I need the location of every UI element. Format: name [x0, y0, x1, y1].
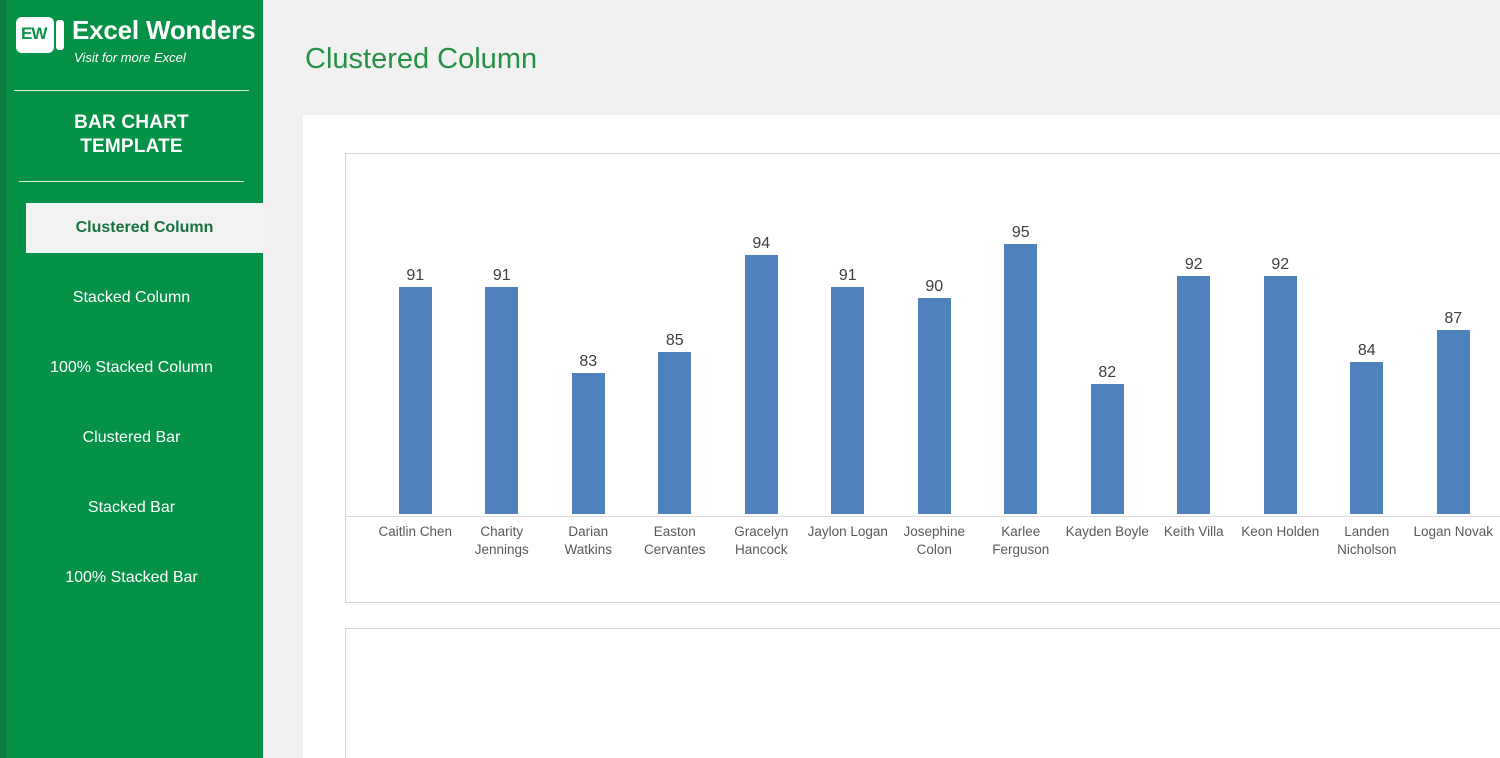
chart2-plot-area: 9196919983958586949291999094959782909296… — [346, 629, 1500, 758]
chart1-data-label: 92 — [1271, 256, 1290, 274]
chart1-category-label: Gracelyn Hancock — [734, 524, 789, 557]
chart1-data-label: 91 — [406, 267, 425, 285]
sidebar-item-100-stacked-bar[interactable]: 100% Stacked Bar — [0, 553, 263, 603]
logo-bar-shape — [56, 20, 64, 50]
brand-name: Excel Wonders — [72, 15, 256, 45]
sidebar-item-stacked-bar[interactable]: Stacked Bar — [0, 483, 263, 533]
panel-title-line2: TEMPLATE — [80, 136, 183, 157]
chart1-data-label: 94 — [752, 234, 771, 252]
sidebar-item-label: Stacked Column — [72, 289, 191, 306]
chart1-bar[interactable] — [917, 297, 951, 514]
sidebar-item-label: 100% Stacked Bar — [65, 569, 198, 586]
chart1-category-label: Josephine Colon — [903, 524, 966, 557]
chart1-bar[interactable] — [1263, 276, 1297, 514]
sidebar-item-clustered-column[interactable]: Clustered Column — [26, 203, 263, 253]
chart1-category-label: Caitlin Chen — [378, 524, 453, 539]
chart1-category-label: Charity Jennings — [474, 524, 529, 557]
chart1-category-label: Karlee Ferguson — [992, 524, 1050, 557]
excel-wonders-logo-icon: EW — [14, 15, 66, 55]
brand-divider — [14, 90, 249, 91]
chart1-category-label: Easton Cervantes — [643, 524, 706, 557]
logo-glyph: EW — [21, 24, 47, 43]
chart1-bar[interactable] — [571, 373, 605, 514]
chart1-bar[interactable] — [398, 287, 432, 514]
chart1-data-label: 82 — [1098, 364, 1117, 381]
sidebar-item-label: Stacked Bar — [87, 499, 176, 516]
chart1-category-label: Jaylon Logan — [807, 524, 888, 539]
chart1-bar[interactable] — [1350, 362, 1384, 514]
chart1-data-label: 95 — [1011, 224, 1030, 241]
chart1-bar[interactable] — [1004, 244, 1038, 514]
content-panel: 91 Caitlin Chen 91 Charity Jennings 83 Darian… — [303, 115, 1500, 758]
sidebar: EW Excel Wonders Visit for more Excel BA… — [0, 0, 263, 758]
clustered-column-chart-multi[interactable]: 9196919983958586949291999094959782909296… — [345, 628, 1500, 758]
brand: EW Excel Wonders Visit for more Excel — [0, 0, 263, 66]
clustered-column-chart-single[interactable]: 91 Caitlin Chen 91 Charity Jennings 83 Darian… — [345, 153, 1500, 603]
panel-title-line1: BAR CHART — [74, 112, 189, 133]
chart1-axis-line — [346, 516, 1500, 517]
brand-words: Excel Wonders Visit for more Excel — [66, 14, 256, 66]
chart1-bar[interactable] — [658, 351, 692, 514]
chart1-category-label: Keon Holden — [1241, 524, 1320, 539]
panel-divider — [19, 181, 244, 182]
chart1-data-label: 91 — [838, 267, 857, 285]
sidebar-item-label: Clustered Bar — [82, 429, 181, 446]
chart1-plot-area: 91 Caitlin Chen 91 Charity Jennings 83 Darian… — [346, 154, 1500, 602]
chart1-data-label: 84 — [1357, 342, 1376, 360]
chart1-bar[interactable] — [1177, 276, 1211, 514]
page-title: Clustered Column — [305, 43, 538, 75]
chart1-category-label: Keith Villa — [1163, 524, 1224, 539]
left-gutter — [263, 0, 303, 758]
main-area: Clustered Column 91 Caitlin Chen 91 Charity… — [263, 0, 1500, 758]
sidebar-menu: Clustered Column Stacked Column 100% Sta… — [0, 203, 263, 603]
sidebar-item-clustered-bar[interactable]: Clustered Bar — [0, 413, 263, 463]
chart1-data-label: 90 — [925, 277, 944, 295]
chart1-category-label: Darian Watkins — [564, 524, 612, 557]
chart1-data-label: 92 — [1184, 256, 1203, 274]
chart1-data-label: 85 — [665, 331, 684, 349]
panel-title: BAR CHART TEMPLATE — [0, 91, 263, 159]
page-header: Clustered Column — [263, 0, 1500, 115]
brand-tagline: Visit for more Excel — [74, 50, 186, 65]
chart1-bar[interactable] — [744, 254, 778, 514]
chart1-bar[interactable] — [831, 287, 865, 514]
chart1-data-label: 83 — [579, 353, 598, 371]
sidebar-item-label: 100% Stacked Column — [50, 359, 213, 376]
chart1-bar[interactable] — [485, 287, 519, 514]
chart1-category-label: Kayden Boyle — [1065, 524, 1149, 539]
sidebar-item-100-stacked-column[interactable]: 100% Stacked Column — [0, 343, 263, 393]
sidebar-item-label: Clustered Column — [75, 219, 214, 236]
chart1-bar[interactable] — [1436, 330, 1470, 514]
chart1-data-label: 91 — [492, 267, 511, 285]
chart1-data-label: 87 — [1444, 310, 1463, 328]
sidebar-item-stacked-column[interactable]: Stacked Column — [0, 273, 263, 323]
chart1-bar[interactable] — [1090, 384, 1124, 514]
chart1-category-label: Logan Novak — [1413, 524, 1494, 539]
chart1-category-label: Landen Nicholson — [1337, 524, 1397, 557]
logo-card-shape — [16, 17, 54, 53]
